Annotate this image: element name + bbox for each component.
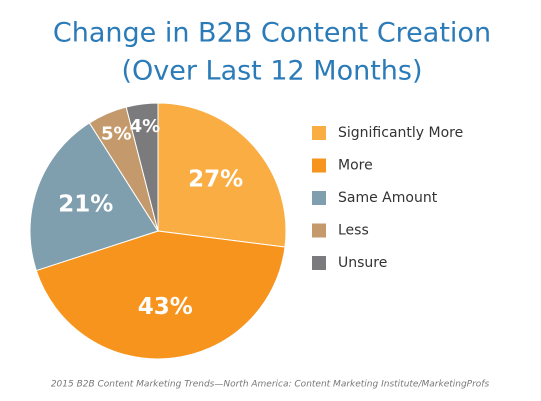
legend-swatch (312, 191, 326, 205)
value-label: 43% (138, 294, 193, 320)
legend-swatch (312, 223, 326, 238)
legend-swatch (312, 158, 326, 173)
pie-slice (157, 102, 287, 248)
chart-title: (Over Last 12 Months) (121, 56, 422, 87)
legend-swatch (312, 126, 326, 140)
pie-slice (29, 122, 159, 272)
legend-label: More (338, 158, 373, 174)
source-note: 2015 B2B Content Marketing Trends—North … (51, 380, 490, 390)
value-label: 27% (188, 167, 243, 193)
legend-label: Less (338, 223, 369, 239)
value-label: 21% (58, 191, 113, 217)
legend-label: Significantly More (338, 125, 463, 141)
pie-slice (35, 230, 286, 360)
legend-swatch (312, 256, 326, 270)
chart-title: Change in B2B Content Creation (53, 18, 491, 49)
legend-label: Same Amount (338, 190, 438, 206)
pie-slice (125, 102, 159, 232)
legend-label: Unsure (338, 255, 387, 271)
value-label: 5% (101, 124, 132, 145)
value-label: 4% (130, 116, 161, 137)
